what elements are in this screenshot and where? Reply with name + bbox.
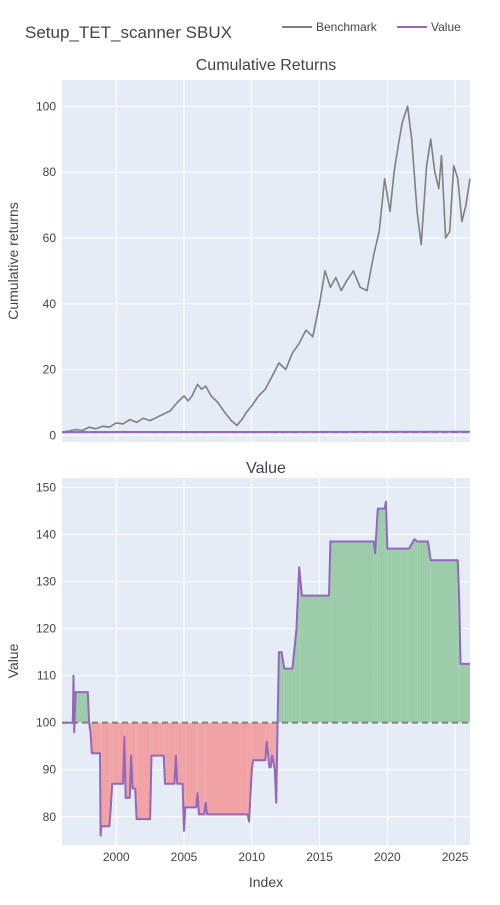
value-fill-above [385,502,386,723]
cumulative-title: Cumulative Returns [196,57,337,74]
value-ytick-label: 100 [36,716,56,730]
value-fill-below [101,723,109,827]
value-fill-above [409,539,414,723]
value-fill-below [253,723,265,761]
cumulative-ytick-label: 20 [43,363,57,377]
value-fill-above [387,549,407,723]
value-fill-below [166,723,174,784]
cumulative-ytick-label: 40 [43,297,57,311]
x-tick-label: 2025 [442,850,469,864]
value-fill-above [330,542,373,723]
cumulative-ylabel: Cumulative returns [5,202,21,320]
legend-value-label[interactable]: Value [431,20,461,34]
value-fill-below [153,723,164,756]
value-fill-above [306,596,329,723]
value-fill-below [199,723,204,815]
value-fill-above [431,560,458,722]
cumulative-ytick-label: 0 [49,428,56,442]
value-fill-below [138,723,150,819]
value-fill-above [408,549,409,723]
value-fill-above [428,542,431,723]
value-ytick-label: 90 [43,763,57,777]
cumulative-returns-panel: 0 20 40 60 80 100 Cumulative Returns Cumulati… [5,57,470,442]
value-fill-below [92,723,100,754]
value-fill-below [151,723,152,756]
value-fill-below [207,723,248,815]
x-tick-label: 2010 [238,850,265,864]
value-fill-above [414,539,417,723]
value-fill-below [112,723,123,784]
value-fill-above [374,542,375,723]
x-tick-label: 2015 [306,850,333,864]
legend-benchmark-label[interactable]: Benchmark [316,20,378,34]
value-fill-below [206,723,207,815]
value-fill-above [461,664,470,723]
x-tick-label: 2005 [171,850,198,864]
value-ytick-label: 140 [36,527,56,541]
x-tick-label: 2000 [103,850,130,864]
value-ylabel: Value [5,643,21,678]
x-axis-title: Index [249,874,283,890]
legend[interactable]: Benchmark Value [282,20,461,34]
value-ytick-label: 150 [36,480,56,494]
value-fill-above [378,509,385,723]
value-ytick-label: 110 [37,669,56,683]
cumulative-ytick-label: 60 [43,231,57,245]
value-title: Value [246,460,286,477]
value-fill-above [302,596,306,723]
value-ytick-label: 120 [36,622,56,636]
value-fill-below [185,723,196,808]
value-ytick-label: 80 [43,810,57,824]
value-fill-below [248,723,249,822]
value-fill-above [76,692,88,723]
x-tick-label: 2020 [374,850,401,864]
value-fill-above [284,669,292,723]
value-panel: 80 90 100 110 120 130 140 150 2000 2005 2010 2015 20… [5,460,470,890]
value-fill-below [177,723,182,784]
value-ytick-label: 130 [36,575,56,589]
value-fill-below [204,723,205,815]
value-fill-above [417,542,428,723]
cumulative-ytick-label: 100 [36,99,56,113]
main-title: Setup_TET_scanner SBUX [25,23,232,42]
cumulative-ytick-label: 80 [43,165,57,179]
